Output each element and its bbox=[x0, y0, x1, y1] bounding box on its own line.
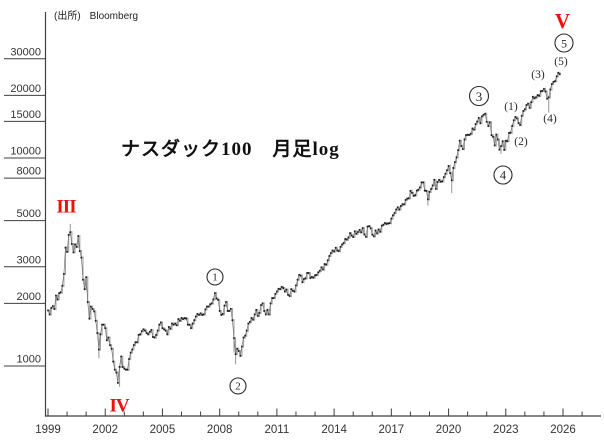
y-tick-label: 30000 bbox=[10, 46, 41, 58]
y-tick-label: 3000 bbox=[17, 254, 41, 266]
paren-wave-3: (3) bbox=[531, 69, 545, 81]
close-line bbox=[47, 72, 560, 383]
circled-wave-labels: 1 2 3 4 5 bbox=[206, 33, 574, 395]
y-tick-label: 1000 bbox=[17, 354, 41, 366]
y-tick-label: 15000 bbox=[10, 109, 41, 121]
y-tick-label: 8000 bbox=[17, 166, 41, 178]
circled-wave-2: 2 bbox=[235, 381, 241, 393]
source-name: Bloomberg bbox=[89, 11, 139, 22]
price-bars bbox=[47, 71, 561, 387]
wave-label-III: III bbox=[56, 197, 76, 218]
x-tick-label: 2020 bbox=[436, 424, 462, 436]
x-tick-label: 2005 bbox=[150, 424, 176, 436]
circled-wave-1: 1 bbox=[212, 272, 218, 284]
red-wave-labels: III IV V bbox=[56, 9, 571, 417]
y-tick-label: 2000 bbox=[17, 291, 41, 303]
x-tick-label: 2014 bbox=[321, 424, 347, 436]
wave-label-IV: IV bbox=[109, 396, 129, 417]
wave-label-V: V bbox=[555, 9, 570, 33]
y-tick-label: 10000 bbox=[10, 146, 41, 158]
circled-wave-4: 4 bbox=[500, 169, 507, 183]
y-axis-labels: 1000 2000 3000 5000 8000 10000 15000 20000 30000 bbox=[4, 46, 46, 367]
x-tick-label: 2023 bbox=[493, 424, 519, 436]
x-tick-label: 2008 bbox=[207, 424, 233, 436]
chart-title: ナスダック100 月足log bbox=[121, 139, 340, 160]
y-tick-label: 20000 bbox=[10, 83, 41, 95]
x-tick-label: 2011 bbox=[265, 424, 290, 436]
paren-wave-1: (1) bbox=[504, 101, 518, 113]
x-tick-label: 1999 bbox=[35, 424, 61, 436]
axes bbox=[44, 12, 601, 417]
circled-wave-3: 3 bbox=[476, 89, 483, 104]
circled-wave-5: 5 bbox=[561, 37, 567, 51]
source-caption: (出所) Bloomberg bbox=[54, 7, 138, 22]
paren-wave-4: (4) bbox=[543, 113, 557, 125]
x-tick-label: 2002 bbox=[92, 424, 118, 436]
source-prefix: (出所) bbox=[54, 11, 81, 22]
paren-wave-5: (5) bbox=[554, 56, 568, 68]
close-dots bbox=[47, 72, 561, 384]
x-tick-label: 2026 bbox=[550, 424, 576, 436]
paren-wave-labels: (1) (2) (3) (4) (5) bbox=[504, 56, 568, 148]
x-axis-labels: 1999 2002 2005 2008 2011 2014 2017 2020 2023 2026 bbox=[35, 408, 583, 436]
y-tick-label: 5000 bbox=[17, 208, 41, 220]
x-tick-label: 2017 bbox=[379, 424, 405, 436]
paren-wave-2: (2) bbox=[514, 136, 528, 148]
